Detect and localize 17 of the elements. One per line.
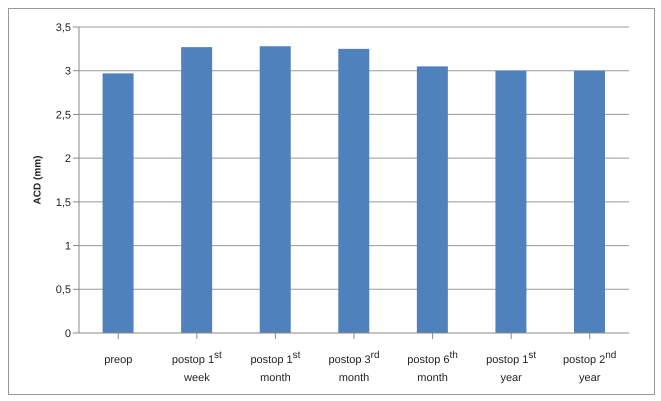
y-tick-label: 0,5 [56,284,71,296]
y-tick-label: 3,5 [56,22,71,34]
bar [260,46,291,333]
y-tick-label: 1 [64,240,71,252]
y-tick-label: 0 [64,328,71,340]
x-tick-label: preop [104,354,132,366]
y-tick-label: 3 [64,66,71,78]
bar [495,70,526,333]
y-tick-label: 2 [64,153,71,166]
y-tick-label: 2,5 [56,109,71,122]
bar [181,47,212,333]
bar [102,73,134,333]
y-axis-title: ACD (mm) [32,156,44,204]
bar [416,66,448,333]
bar [574,70,605,333]
y-tick-label: 1,5 [56,196,71,209]
bar [338,48,370,333]
